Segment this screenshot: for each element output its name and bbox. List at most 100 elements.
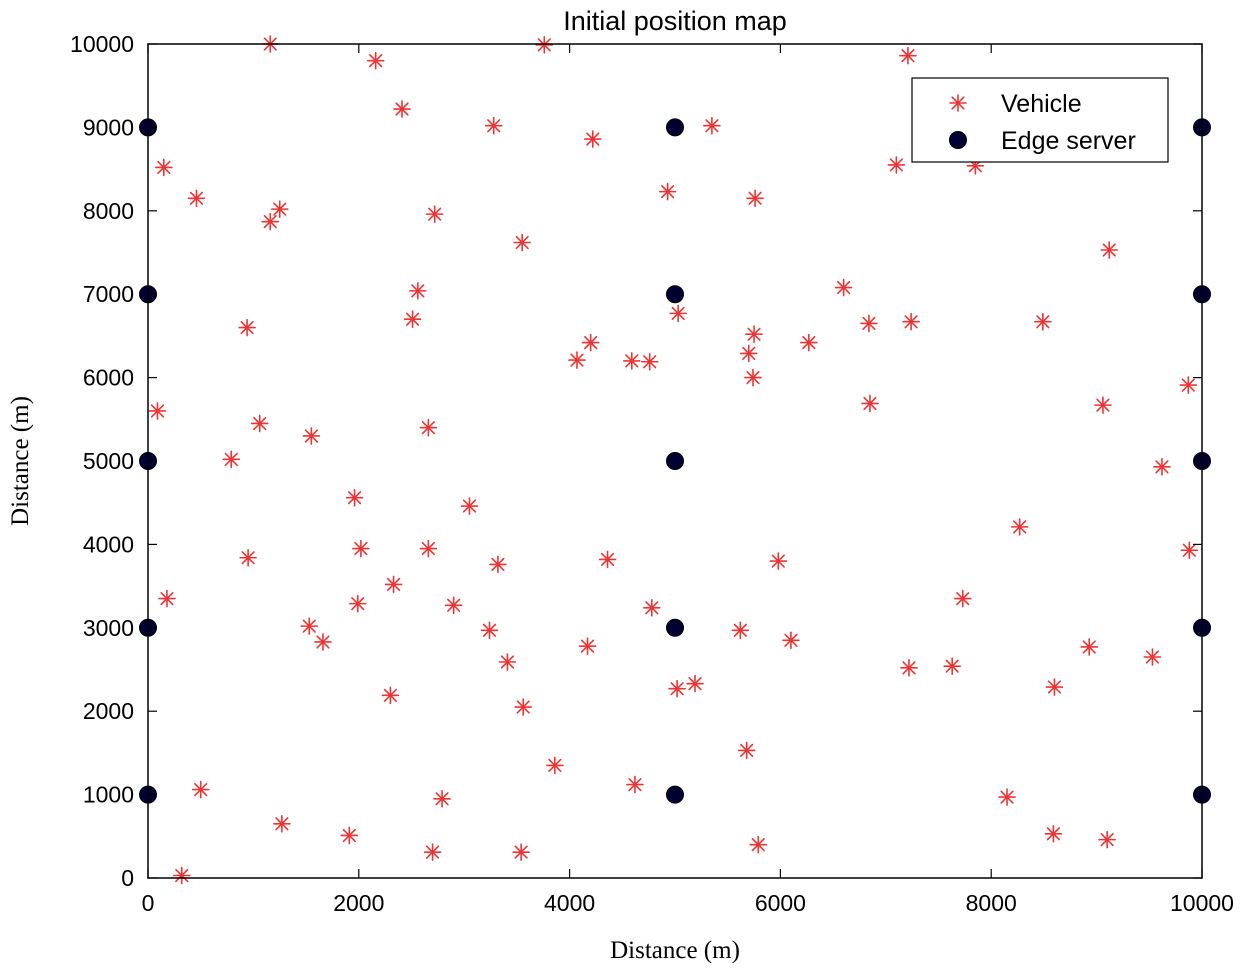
edge-server-point bbox=[666, 785, 684, 804]
vehicle-point bbox=[419, 539, 438, 558]
vehicle-point bbox=[703, 116, 721, 135]
vehicle-point bbox=[191, 780, 210, 799]
vehicle-point bbox=[583, 130, 602, 148]
vehicle-point bbox=[433, 789, 451, 808]
y-tick-label: 10000 bbox=[70, 31, 134, 57]
vehicle-point bbox=[568, 351, 586, 369]
vehicle-point bbox=[668, 679, 686, 698]
vehicle-point bbox=[622, 352, 641, 370]
vehicle-point bbox=[148, 402, 167, 420]
legend-vehicle-glyph bbox=[949, 94, 967, 112]
vehicle-point bbox=[172, 866, 191, 885]
vehicle-point bbox=[460, 497, 479, 515]
vehicle-point bbox=[769, 552, 788, 570]
vehicle-point bbox=[739, 344, 758, 363]
x-tick-label: 2000 bbox=[333, 890, 384, 916]
vehicle-point bbox=[302, 427, 321, 445]
vehicle-point bbox=[1010, 518, 1029, 536]
y-tick-label: 5000 bbox=[83, 448, 134, 474]
vehicle-point bbox=[238, 318, 256, 337]
y-tick-label: 7000 bbox=[83, 281, 134, 307]
vehicle-point bbox=[746, 189, 764, 208]
vehicle-point bbox=[902, 312, 920, 331]
vehicle-point bbox=[384, 575, 403, 594]
vehicle-point bbox=[640, 352, 659, 371]
vehicle-point bbox=[270, 200, 289, 218]
legend-edge-server-marker bbox=[949, 131, 967, 149]
vehicle-point bbox=[546, 756, 564, 775]
vehicle-point bbox=[498, 653, 517, 671]
vehicle-point bbox=[782, 631, 800, 650]
vehicle-point bbox=[1044, 824, 1063, 843]
chart-title: Initial position map bbox=[563, 6, 787, 36]
vehicle-point bbox=[861, 394, 879, 413]
legend-edge-server-glyph bbox=[949, 131, 967, 149]
vehicle-point bbox=[273, 814, 291, 833]
vehicle-point bbox=[348, 594, 367, 613]
vehicle-point bbox=[887, 156, 906, 174]
axis-ticks: 0 2000 4000 6000 8000 10000 0 1000 2000 3000 4000 5… bbox=[70, 31, 1234, 916]
vehicle-point bbox=[834, 278, 853, 297]
edge-server-point bbox=[666, 118, 684, 137]
legend: Vehicle Edge server bbox=[911, 77, 1169, 163]
vehicle-point bbox=[749, 835, 768, 854]
vehicle-point bbox=[513, 233, 531, 252]
vehicle-point bbox=[340, 826, 359, 845]
vehicle-point bbox=[669, 304, 687, 323]
vehicle-point bbox=[158, 589, 176, 608]
vehicle-point bbox=[1180, 541, 1199, 560]
vehicle-point bbox=[1153, 458, 1171, 476]
y-tick-label: 6000 bbox=[83, 365, 134, 391]
vehicle-point bbox=[686, 674, 704, 693]
x-axis-label: Distance (m) bbox=[610, 937, 740, 964]
vehicle-point bbox=[425, 205, 444, 223]
vehicle-point bbox=[1034, 312, 1052, 331]
vehicle-point bbox=[643, 598, 661, 617]
vehicle-point bbox=[300, 617, 319, 635]
vehicle-point bbox=[366, 51, 385, 70]
y-tick-label: 3000 bbox=[83, 615, 134, 641]
vehicle-point bbox=[598, 550, 617, 569]
vehicle-point bbox=[480, 621, 499, 640]
y-tick-label: 8000 bbox=[83, 198, 134, 224]
vehicle-point bbox=[314, 633, 332, 651]
vehicle-point bbox=[745, 325, 763, 344]
vehicle-point bbox=[250, 414, 269, 433]
vehicle-point bbox=[1143, 648, 1162, 666]
plot-marks bbox=[139, 35, 1211, 885]
x-tick-label: 10000 bbox=[1170, 890, 1234, 916]
vehicle-point bbox=[998, 788, 1016, 806]
x-tick-label: 0 bbox=[142, 890, 155, 916]
vehicle-point bbox=[943, 657, 962, 675]
vehicle-point bbox=[626, 775, 644, 794]
vehicle-point bbox=[155, 158, 173, 177]
x-tick-label: 4000 bbox=[544, 890, 595, 916]
vehicle-point bbox=[578, 637, 597, 655]
vehicle-point bbox=[444, 596, 463, 615]
legend-label-edge-server: Edge server bbox=[1001, 127, 1136, 155]
vehicle-point bbox=[658, 182, 677, 201]
vehicle-point bbox=[800, 333, 818, 352]
x-tick-label: 6000 bbox=[755, 890, 806, 916]
vehicle-point bbox=[1080, 638, 1099, 656]
x-tick-label: 8000 bbox=[966, 890, 1017, 916]
vehicle-point bbox=[239, 548, 257, 567]
vehicle-point bbox=[899, 46, 917, 65]
vehicle-point bbox=[222, 450, 241, 469]
vehicle-point bbox=[1094, 396, 1112, 414]
vehicle-point bbox=[953, 589, 972, 608]
vehicle-point bbox=[860, 314, 878, 333]
vehicle-point bbox=[352, 539, 370, 558]
y-tick-label: 0 bbox=[121, 865, 134, 891]
vehicle-point bbox=[409, 282, 427, 300]
vehicle-point bbox=[393, 100, 411, 118]
y-tick-label: 1000 bbox=[83, 782, 134, 808]
y-tick-label: 4000 bbox=[83, 531, 134, 557]
vehicle-point bbox=[581, 333, 600, 352]
vehicle-point bbox=[1179, 376, 1198, 394]
vehicle-point bbox=[900, 659, 918, 677]
edge-server-point bbox=[666, 618, 684, 637]
edge-server-point bbox=[666, 285, 684, 304]
vehicle-point bbox=[403, 310, 422, 329]
